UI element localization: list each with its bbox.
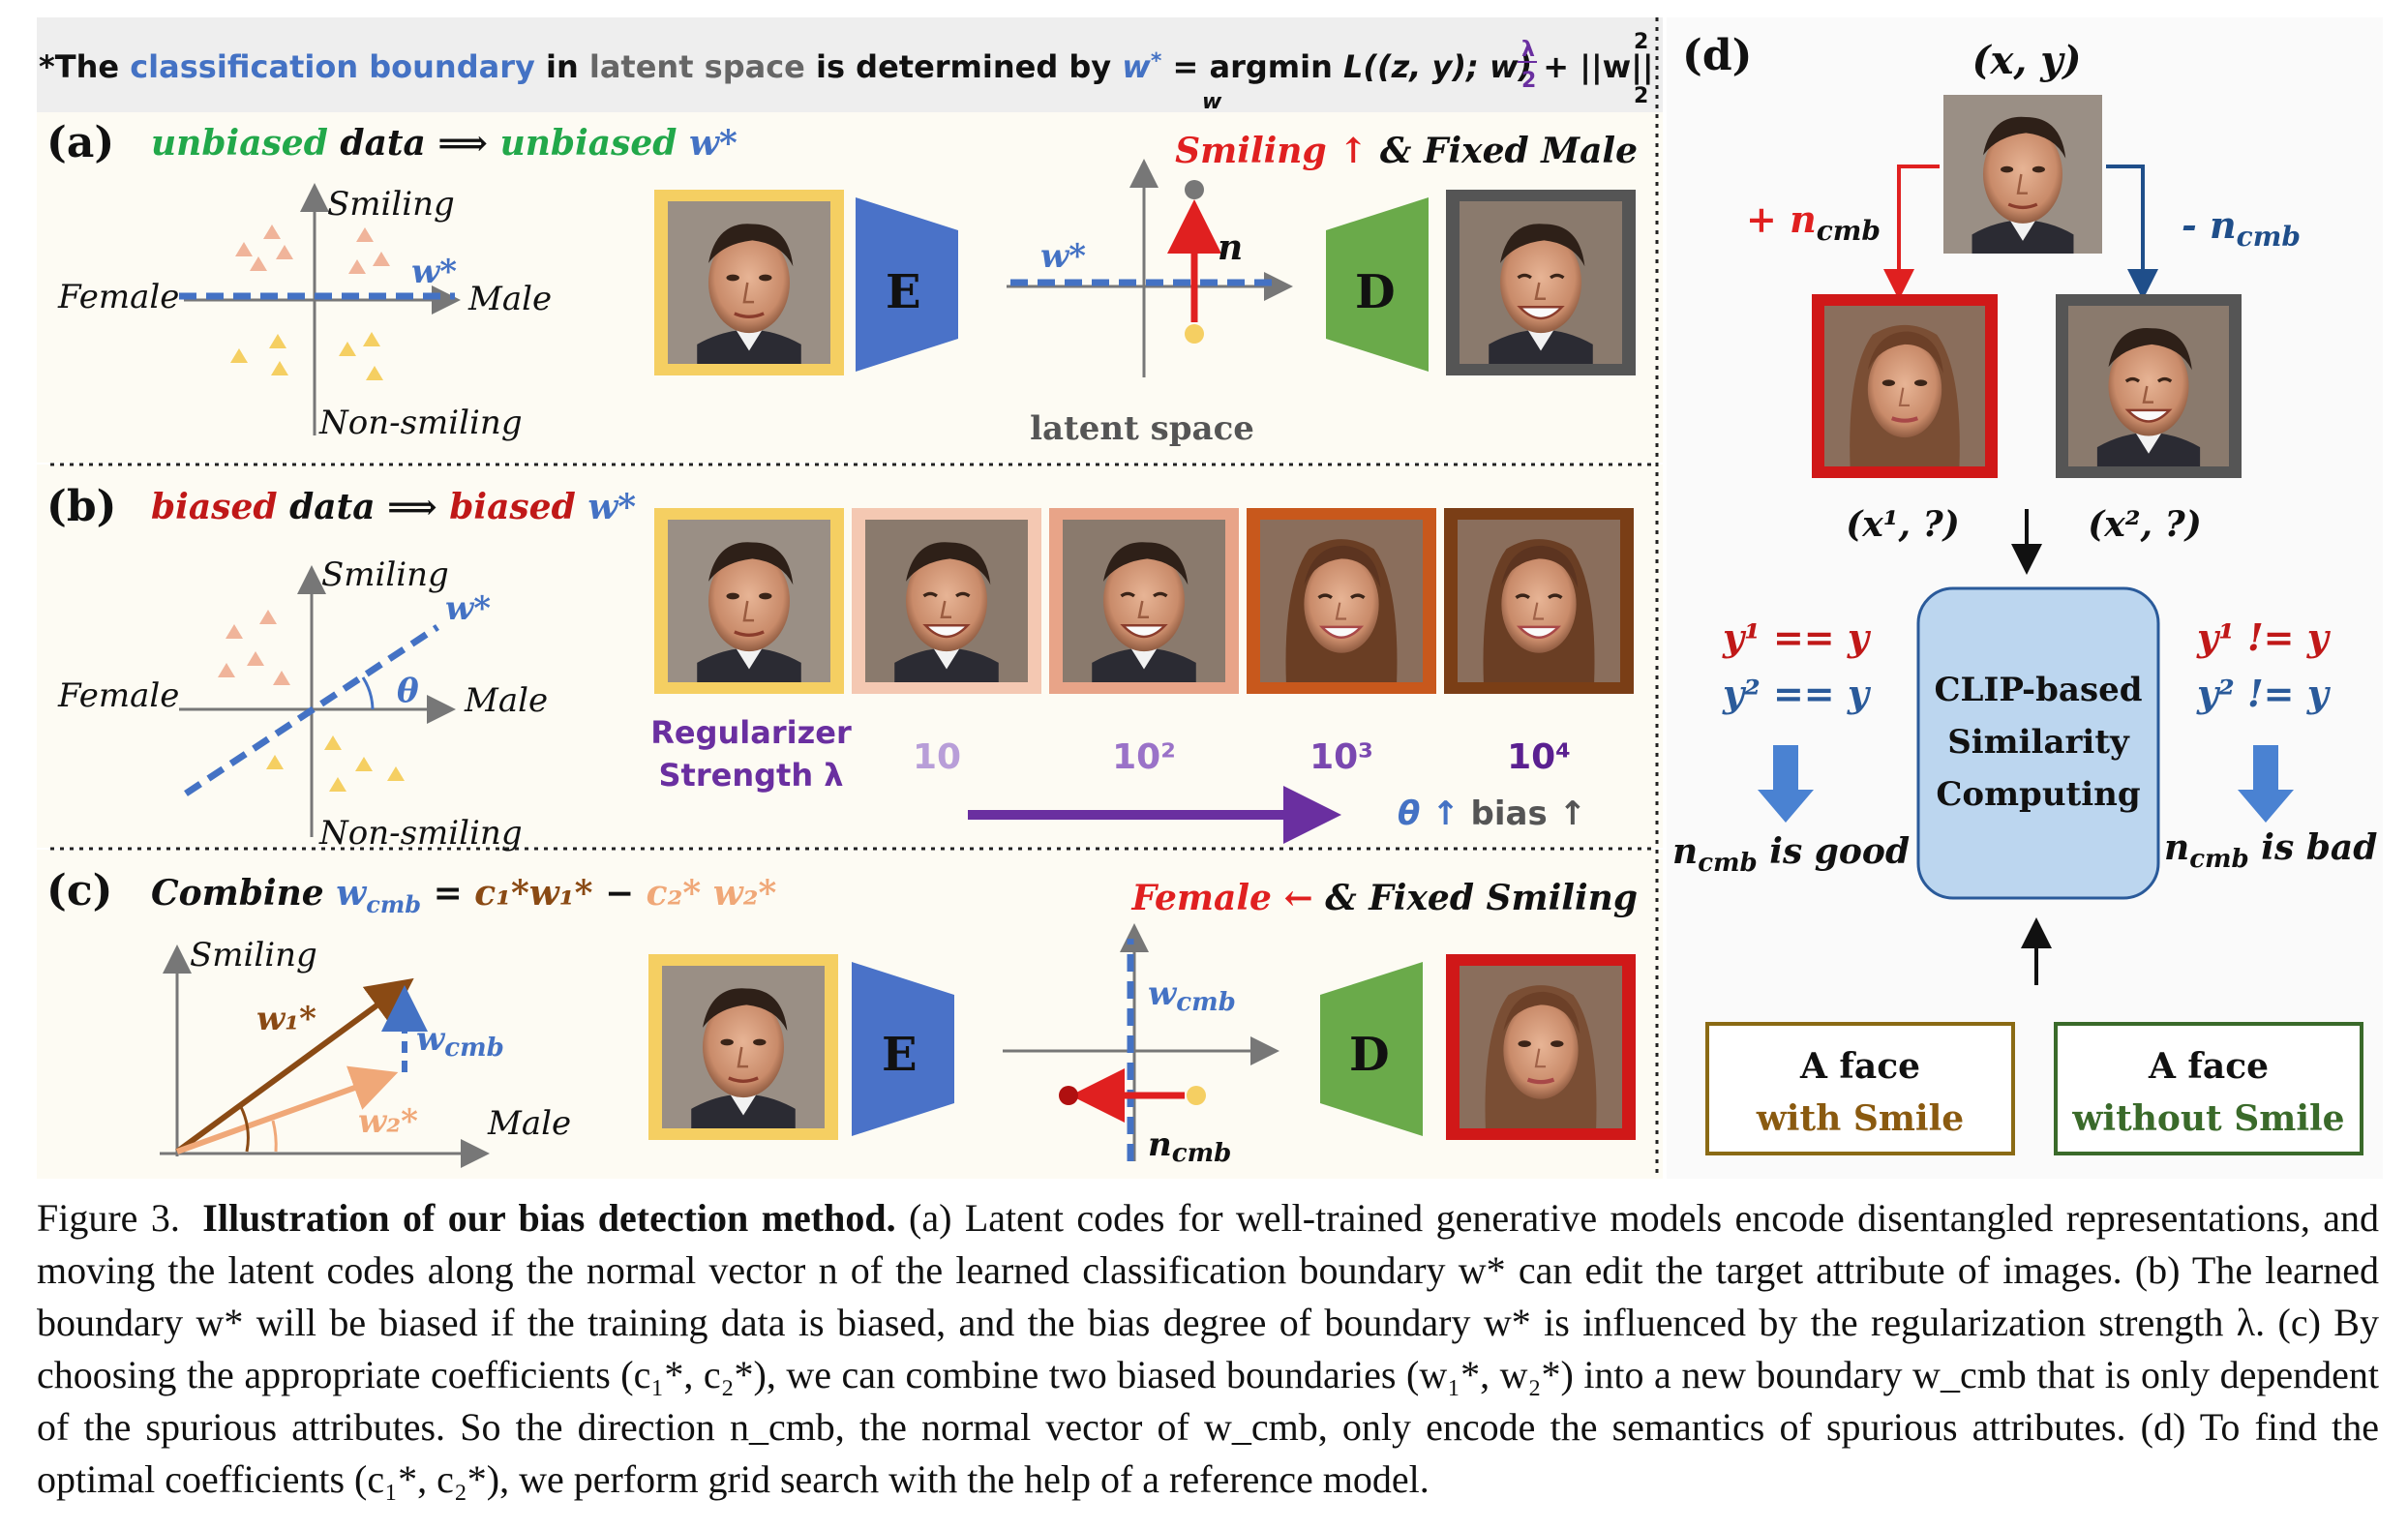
panel-d-x2: (x², ?) [2088,504,2201,545]
panel-a-label: (a) [46,118,114,167]
panel-c-wcmb: wcmb [416,1020,504,1063]
panel-d-left-eq1: y¹ == y [1722,615,1872,659]
figure-caption: Figure 3. Illustration of our bias detec… [37,1192,2379,1506]
panel-b-face-0 [666,520,832,682]
panel-a-latent-space [1007,159,1293,377]
panel-c-vectors [160,944,490,1168]
panel-b-strength-0: 10 [913,737,961,777]
panel-b-strength-1: 10² [1112,737,1176,777]
panel-d-right-eq1: y¹ != y [2196,615,2332,659]
panel-c-label: (c) [46,866,112,915]
panel-a-latent-n: n [1218,227,1243,268]
panel-c-right-title: Female ← & Fixed Smiling [1130,878,1638,918]
panel-d-face-plus [1824,306,1985,466]
panel-c-decoder [1320,962,1423,1136]
panel-b-strength-3: 10⁴ [1507,737,1571,777]
panel-d-minus: - ncmb [2182,203,2301,253]
panel-d-left-eq2: y² == y [1722,672,1872,715]
header-sup: 2 [1634,30,1648,54]
panel-c-encoder-label: E [882,1028,918,1082]
panel-c-decoder-label: D [1349,1028,1390,1082]
panel-d-blue-arrow-right [2238,745,2294,823]
panel-d-prompt-smile-line1: A face [1799,1046,1920,1087]
panel-a-axis-bottom: Non-smiling [318,404,523,442]
panel-d-plus: + ncmb [1746,197,1881,247]
panel-d-prompt-nosmile-line1: A face [2148,1046,2269,1087]
panel-b-boundary-label: w* [445,589,491,628]
panel-a-title: unbiased data ⟹ unbiased w* [151,123,737,164]
panel-d-bad: ncmb is bad [2164,827,2377,874]
header-lambda: λ [1521,38,1535,62]
panel-c-input-face [660,966,827,1128]
panel-b-title: biased data ⟹ biased w* [151,487,636,527]
panel-b-axis-left: Female [57,676,179,715]
panel-d-clip-box [1916,586,2160,900]
panel-d-right-eq2: y² != y [2196,672,2332,715]
panel-d-prompt-smile-line2: with Smile [1756,1098,1964,1139]
caption-title: Illustration of our bias detection metho… [202,1196,896,1240]
panel-b-axis-right: Male [464,681,548,720]
panel-d-clip-line1: CLIP-based [1934,671,2142,709]
panel-d-face-minus [2067,306,2230,466]
panel-d-prompt-smile [1705,1022,2015,1155]
panel-a-decoder [1326,197,1429,372]
panel-b-axis-top: Smiling [321,555,449,594]
panel-c-latent-ncmb: ncmb [1148,1125,1231,1168]
header-two: 2 [1521,69,1536,93]
panel-d-x1: (x¹, ?) [1846,504,1959,545]
panel-b-scatter [179,565,456,837]
panel-a-boundary-label: w* [411,253,457,291]
panel-a-right-title: Smiling ↑ & Fixed Male [1175,131,1638,171]
panel-a-axis-top: Smiling [327,185,455,224]
panel-a-scatter [179,183,461,435]
panel-a-encoder-label: E [886,265,921,319]
panel-a-decoder-label: D [1355,265,1396,319]
panel-b-face-3 [1258,520,1425,682]
panel-b-theta: θ [397,672,419,710]
panel-b-face-1 [863,520,1030,682]
header-argmin-sub: w [1202,90,1222,114]
panel-d-clip-line3: Computing [1936,775,2140,814]
panel-c-encoder [852,962,954,1136]
panel-b-strength-2: 10³ [1309,737,1373,777]
panel-d-blue-arrow-left [1758,745,1814,823]
panel-b-face-4 [1456,520,1622,682]
panel-c-output-face [1460,966,1622,1128]
panel-a-input-face [666,201,832,364]
panel-d-clip-line2: Similarity [1947,723,2130,762]
figure: *The classification boundary in latent s… [37,17,2378,1179]
panel-d-source-face [1941,95,2104,254]
panel-d-label: (d) [1682,31,1752,80]
panel-c-axis-top: Smiling [190,936,317,974]
caption-body: (a) Latent codes for well-trained genera… [37,1196,2380,1501]
header-band [37,17,1663,112]
panel-b-face-2 [1061,520,1227,682]
panel-d-top-label: (x, y) [1972,38,2082,83]
panel-c-w1: w₁* [256,1000,316,1038]
panel-a-encoder [856,197,958,372]
panel-c-title: Combine wcmb = c₁*w₁* − c₂* w₂* [151,873,776,918]
panel-a-latent-caption: latent space [1030,409,1254,448]
panel-d-branches [1883,165,2158,300]
panel-c-latent-wcmb: wcmb [1148,974,1236,1017]
panel-b-axis-bottom: Non-smiling [318,814,523,853]
panel-d-prompt-nosmile [2054,1022,2363,1155]
panel-b-arrow-caption: θ ↑ bias ↑ [1398,794,1586,833]
header-text: *The classification boundary in latent s… [39,48,1654,86]
panel-d-good: ncmb is good [1672,831,1910,878]
panel-d-prompt-nosmile-line2: without Smile [2071,1098,2344,1139]
panel-b-reg-line1: Regularizer [650,714,852,751]
panel-c-w2: w₂* [358,1102,418,1141]
panel-c-axis-right: Male [487,1104,571,1143]
panel-a-output-face [1458,201,1624,364]
panel-a-latent-w: w* [1040,237,1086,276]
panel-c-latent-space [1003,923,1279,1161]
panel-b-label: (b) [46,482,116,531]
caption-figure-number: Figure 3. [37,1196,180,1240]
panel-a-axis-right: Male [467,280,552,318]
panel-a-axis-left: Female [57,278,179,316]
panel-b-reg-line2: Strength λ [659,757,844,794]
header-sub2: 2 [1634,84,1648,108]
